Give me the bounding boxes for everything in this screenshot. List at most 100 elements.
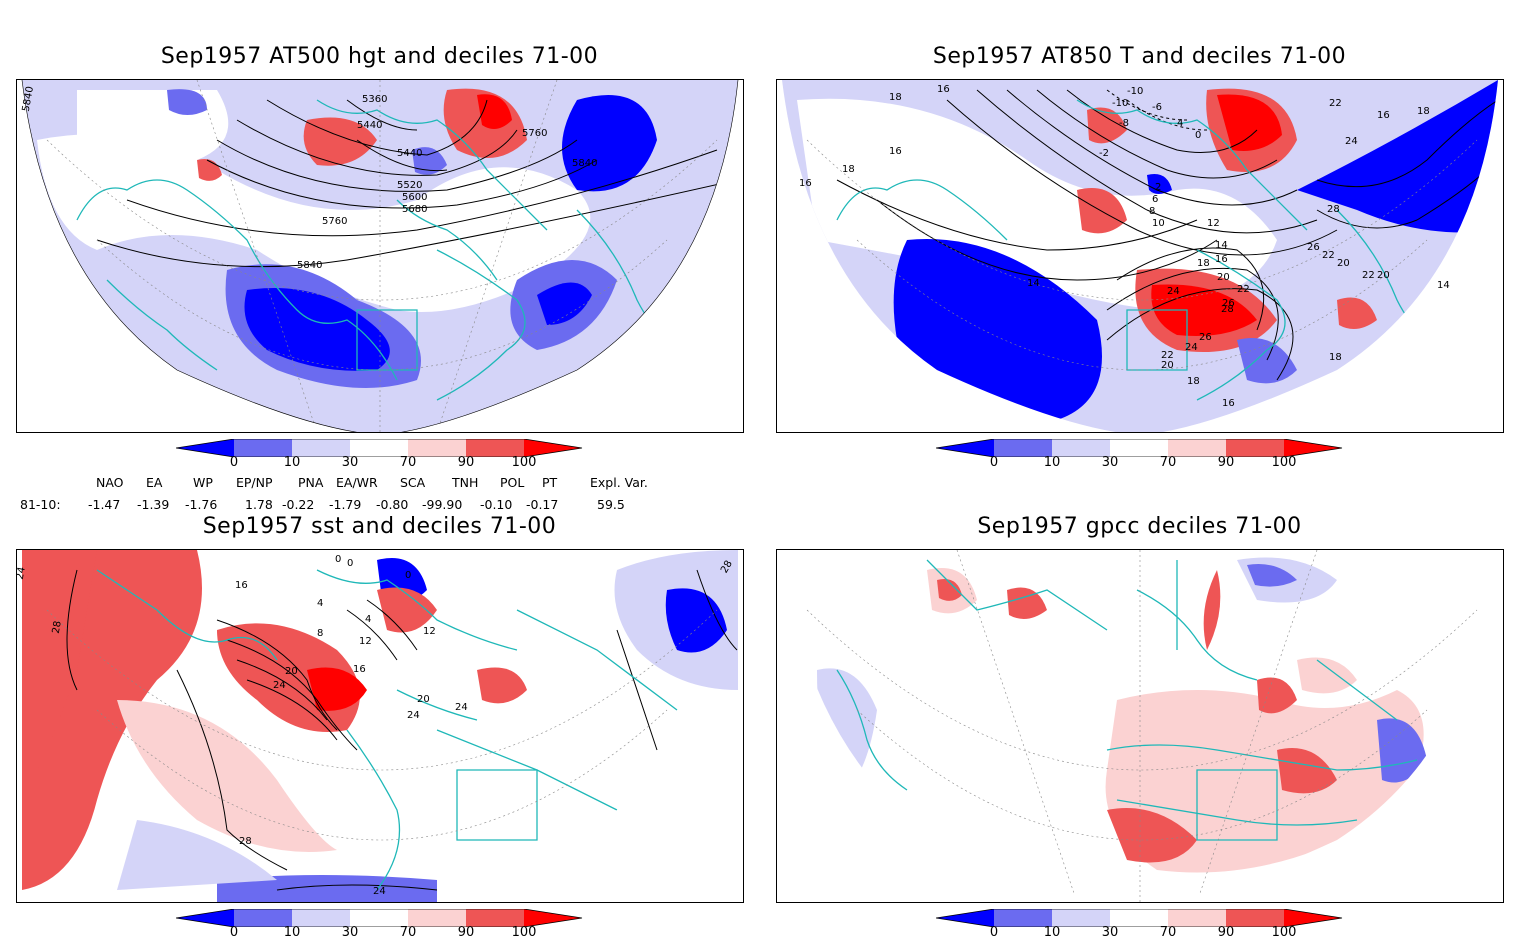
contour-label: 5680	[402, 204, 427, 215]
contour-label: -10	[1112, 98, 1128, 109]
contour-label: -2	[1099, 148, 1109, 159]
index-value: 1.78	[245, 497, 273, 512]
index-header: SCA	[400, 475, 426, 490]
contour-label: 12	[1207, 218, 1220, 229]
contour-label: 16	[353, 664, 366, 675]
colorbar-tick: 10	[283, 455, 301, 470]
contour-label: 14	[1437, 280, 1450, 291]
colorbar-tick: 70	[399, 925, 417, 940]
colorbar-segment	[234, 909, 292, 927]
contour-label: 18	[1417, 106, 1430, 117]
colorbar-tick: 10	[1043, 925, 1061, 940]
index-header: Expl. Var.	[590, 475, 648, 490]
contour-label: 10	[1152, 218, 1165, 229]
contour-label: 24	[373, 886, 386, 897]
colorbar-svg	[935, 438, 1343, 458]
contour-label: -6	[1152, 102, 1162, 113]
contour-label: 5840	[572, 158, 597, 169]
contour-label: 24	[1345, 136, 1358, 147]
colorbar-tick: 100	[1271, 455, 1297, 470]
colorbar-tick: 70	[399, 455, 417, 470]
index-value: -1.76	[185, 497, 218, 512]
colorbar-svg	[175, 908, 583, 928]
contour-label: 16	[937, 84, 950, 95]
contour-label: 22	[1329, 98, 1342, 109]
contour-label: 16	[889, 146, 902, 157]
contour-label: 18	[1197, 258, 1210, 269]
index-value: -0.17	[526, 497, 559, 512]
map-t850-svg: 18 16 16 18 16 -10 -10 -6 -8 4 -2 0 2 6 …	[782, 80, 1498, 432]
colorbar-tick: 90	[1217, 925, 1235, 940]
contour-label: 5600	[402, 192, 427, 203]
colorbar-tick: 30	[1101, 925, 1119, 940]
contour-label: 16	[1377, 110, 1390, 121]
colorbar-segment	[350, 439, 408, 457]
colorbar-segment	[936, 439, 994, 457]
colorbar-segment	[466, 439, 524, 457]
index-value: -1.47	[88, 497, 121, 512]
map-panel-hgt: 5840 5360 5440 5760 5440 5520 5600 5680 …	[16, 79, 744, 433]
contour-label: 24	[1167, 286, 1180, 297]
index-value: -0.10	[480, 497, 513, 512]
contour-label: 20	[285, 666, 298, 677]
index-header: TNH	[452, 475, 479, 490]
contour-label: -8	[1119, 118, 1129, 129]
contour-label: 24	[1185, 342, 1198, 353]
map-panel-t850: 18 16 16 18 16 -10 -10 -6 -8 4 -2 0 2 6 …	[776, 79, 1504, 433]
colorbar-segment	[408, 909, 466, 927]
colorbar-top-left: 0 10 30 70 90 100	[175, 438, 586, 479]
contour-label: 26	[1199, 332, 1212, 343]
index-header: EA/WR	[336, 475, 378, 490]
contour-label: 8	[317, 628, 323, 639]
colorbar-segment	[1226, 439, 1284, 457]
index-value: -99.90	[422, 497, 463, 512]
contour-label: 12	[359, 636, 372, 647]
map-gpcc-svg	[777, 550, 1503, 902]
colorbar-segment	[1052, 909, 1110, 927]
colorbar-tick: 100	[511, 455, 537, 470]
index-header: EP/NP	[236, 475, 273, 490]
contour-label: 20	[417, 694, 430, 705]
colorbar-segment	[994, 439, 1052, 457]
index-header: PT	[542, 475, 558, 490]
contour-label: 22	[1322, 250, 1335, 261]
colorbar-segment	[936, 909, 994, 927]
colorbar-tick: 10	[283, 925, 301, 940]
contour-label: 16	[1215, 254, 1228, 265]
contour-label: 18	[1329, 352, 1342, 363]
contour-label: 18	[889, 92, 902, 103]
index-value: -1.79	[329, 497, 362, 512]
contour-label: -10	[1127, 86, 1143, 97]
index-header: WP	[193, 475, 213, 490]
colorbar-svg	[175, 438, 583, 458]
colorbar-segment	[1226, 909, 1284, 927]
panel-title-sst: Sep1957 sst and deciles 71-00	[202, 514, 557, 539]
colorbar-segment	[1284, 909, 1342, 927]
colorbar-segment	[350, 909, 408, 927]
contour-label: 4	[1177, 118, 1183, 129]
contour-label: 4	[365, 614, 371, 625]
contour-label: 0	[1195, 130, 1201, 141]
panel-title-hgt: Sep1957 AT500 hgt and deciles 71-00	[160, 44, 599, 69]
contour-label: 4	[317, 598, 323, 609]
contour-label: 22	[1362, 270, 1375, 281]
map-sst-svg: 24 28 16 0 0 0 4 4 8 12 16 20 24 20 24 2…	[17, 550, 743, 902]
contour-label: 24	[273, 680, 286, 691]
colorbar-tick: 90	[457, 925, 475, 940]
colorbar-bottom-left: 0 10 30 70 90 100	[175, 908, 586, 940]
map-panel-gpcc	[776, 549, 1504, 903]
colorbar-segment	[466, 909, 524, 927]
contour-label: 28	[1327, 204, 1340, 215]
contour-label: 20	[1337, 258, 1350, 269]
colorbar-tick: 0	[989, 455, 999, 470]
index-value: -1.39	[137, 497, 170, 512]
contour-label: 5360	[362, 94, 387, 105]
contour-label: 28	[51, 620, 64, 634]
contour-label: 26	[1222, 298, 1235, 309]
contour-label: 26	[1307, 242, 1320, 253]
colorbar-segment	[1052, 439, 1110, 457]
colorbar-segment	[1168, 909, 1226, 927]
colorbar-segment	[408, 439, 466, 457]
panel-title-gpcc: Sep1957 gpcc deciles 71-00	[977, 514, 1302, 539]
contour-label: 5840	[21, 86, 36, 113]
